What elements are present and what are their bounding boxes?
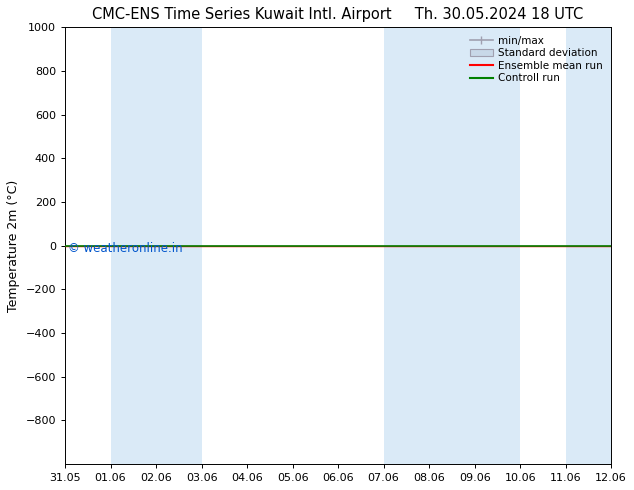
Legend: min/max, Standard deviation, Ensemble mean run, Controll run: min/max, Standard deviation, Ensemble me… [467, 32, 606, 87]
Bar [110, 27, 202, 464]
Text: © weatheronline.in: © weatheronline.in [68, 242, 183, 255]
Y-axis label: Temperature 2m (°C): Temperature 2m (°C) [7, 179, 20, 312]
Bar [566, 27, 611, 464]
Bar [384, 27, 520, 464]
Title: CMC-ENS Time Series Kuwait Intl. Airport     Th. 30.05.2024 18 UTC: CMC-ENS Time Series Kuwait Intl. Airport… [93, 7, 584, 22]
